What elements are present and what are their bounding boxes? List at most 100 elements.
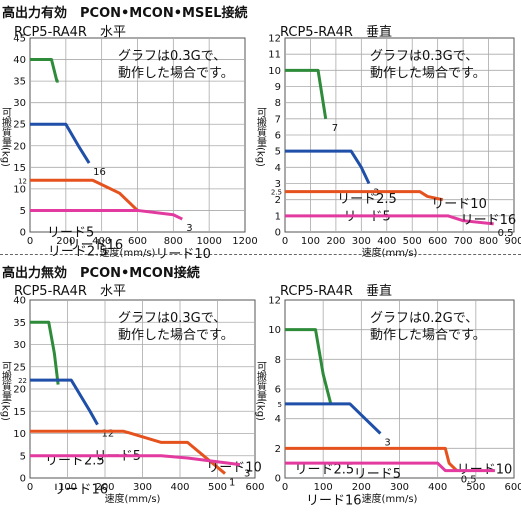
chart-note: グラフは0.2Gで、動作した場合です。 [370, 311, 486, 343]
series-label: リード2.5 [45, 454, 105, 469]
series-line [285, 190, 444, 202]
series-label: リード2.5 [48, 245, 108, 260]
y-tick-label: 35 [13, 318, 26, 329]
y-tick-label: 12 [268, 296, 281, 307]
chart-note-line: グラフは0.3Gで、 [118, 311, 226, 326]
x-tick-label: 500 [208, 482, 227, 493]
x-tick-label: 600 [128, 236, 147, 247]
y-tick-label: 5 [278, 401, 282, 409]
x-tick-label: 300 [390, 482, 409, 493]
x-tick-label: 600 [428, 236, 447, 247]
chart-note-line: 動作した場合です。 [370, 328, 486, 343]
y-tick-label: 20 [13, 385, 26, 396]
series-label: リード2.5 [295, 463, 355, 478]
x-tick-label: 600 [504, 482, 521, 493]
y-tick-label: 30 [13, 340, 26, 351]
y-tick-label: 6 [275, 385, 281, 396]
x-axis-label: 速度(mm/s) [362, 492, 418, 505]
x-tick-label: 300 [352, 236, 371, 247]
y-tick-label: 2.5 [271, 189, 282, 197]
series-end-label: 3 [384, 438, 390, 449]
x-tick-label: 200 [326, 236, 345, 247]
series-line [285, 328, 333, 405]
series-label: リード16 [306, 494, 362, 509]
series-label: リード10 [431, 197, 487, 212]
y-tick-label: 7 [275, 114, 281, 125]
x-tick-label: 400 [170, 482, 189, 493]
y-tick-label: 6 [275, 131, 281, 142]
x-tick-label: 400 [92, 236, 111, 247]
y-tick-label: 10 [268, 325, 281, 336]
chart-note-line: グラフは0.3Gで、 [118, 49, 226, 64]
y-tick-label: 0 [275, 474, 281, 485]
y-tick-label: 22 [18, 377, 27, 385]
series-label: リード10 [206, 460, 262, 475]
y-tick-label: 4 [275, 163, 281, 174]
y-tick-label: 2 [275, 195, 281, 206]
series-end-label: 0.5 [461, 475, 477, 486]
series-line [285, 214, 494, 226]
series-end-label: 16 [93, 167, 106, 178]
x-tick-label: 900 [504, 236, 521, 247]
section-header-high-output-disabled: 高出力無効 PCON•MCON接続 [2, 266, 200, 281]
x-tick-label: 800 [164, 236, 183, 247]
section-divider [0, 254, 521, 255]
x-tick-label: 200 [352, 482, 371, 493]
series-line [30, 320, 60, 385]
y-tick-label: 25 [13, 362, 26, 373]
y-tick-label: 30 [13, 98, 26, 109]
x-axis-label: 速度(mm/s) [100, 246, 156, 259]
y-axis-label: 可搬質量(kg) [255, 107, 267, 167]
y-tick-label: 40 [13, 55, 26, 66]
y-axis-label: 可搬質量(kg) [0, 361, 12, 421]
y-tick-label: 9 [275, 82, 281, 93]
y-tick-label: 40 [13, 296, 26, 307]
y-tick-label: 4 [275, 414, 281, 425]
series-label: リード16 [461, 213, 517, 228]
chart-note: グラフは0.3Gで、動作した場合です。 [370, 49, 486, 81]
chart-title: RCP5-RA4R 水平 [14, 284, 126, 299]
series-label: リード2.5 [337, 192, 397, 207]
series-line [285, 149, 371, 185]
chart-note-line: 動作した場合です。 [370, 66, 486, 81]
y-tick-label: 10 [268, 66, 281, 77]
x-tick-label: 100 [301, 236, 320, 247]
series-end-label: 0.5 [498, 228, 514, 239]
x-tick-label: 600 [245, 482, 264, 493]
series-line [285, 446, 458, 472]
y-tick-label: 10 [13, 429, 26, 440]
y-tick-label: 15 [13, 407, 26, 418]
x-axis-label: 速度(mm/s) [362, 246, 418, 259]
x-tick-label: 800 [479, 236, 498, 247]
x-tick-label: 400 [377, 236, 396, 247]
x-tick-label: 200 [95, 482, 114, 493]
y-tick-label: 12 [268, 34, 281, 45]
chart-title: RCP5-RA4R 水平 [14, 25, 126, 40]
y-tick-label: 15 [13, 163, 26, 174]
y-tick-label: 0 [275, 228, 281, 239]
x-tick-label: 300 [133, 482, 152, 493]
y-tick-label: 12 [18, 177, 27, 185]
series-end-label: 3 [186, 223, 192, 234]
x-tick-label: 500 [403, 236, 422, 247]
x-tick-label: 700 [454, 236, 473, 247]
series-end-label: 1 [229, 478, 235, 489]
y-tick-label: 5 [20, 206, 26, 217]
series-label: リード5 [47, 225, 94, 240]
section-header-high-output-enabled: 高出力有効 PCON•MCON•MSEL接続 [2, 6, 248, 21]
series-line [30, 178, 139, 212]
series-label: リード16 [68, 238, 124, 253]
y-tick-label: 8 [275, 355, 281, 366]
y-tick-label: 35 [13, 77, 26, 88]
series-line [30, 454, 241, 467]
series-line [285, 68, 328, 120]
series-label: リード10 [155, 247, 211, 262]
x-tick-label: 0 [282, 236, 288, 247]
chart-note-line: 動作した場合です。 [118, 328, 234, 343]
x-tick-label: 1200 [232, 236, 257, 247]
chart-title: RCP5-RA4R 垂直 [280, 284, 392, 299]
